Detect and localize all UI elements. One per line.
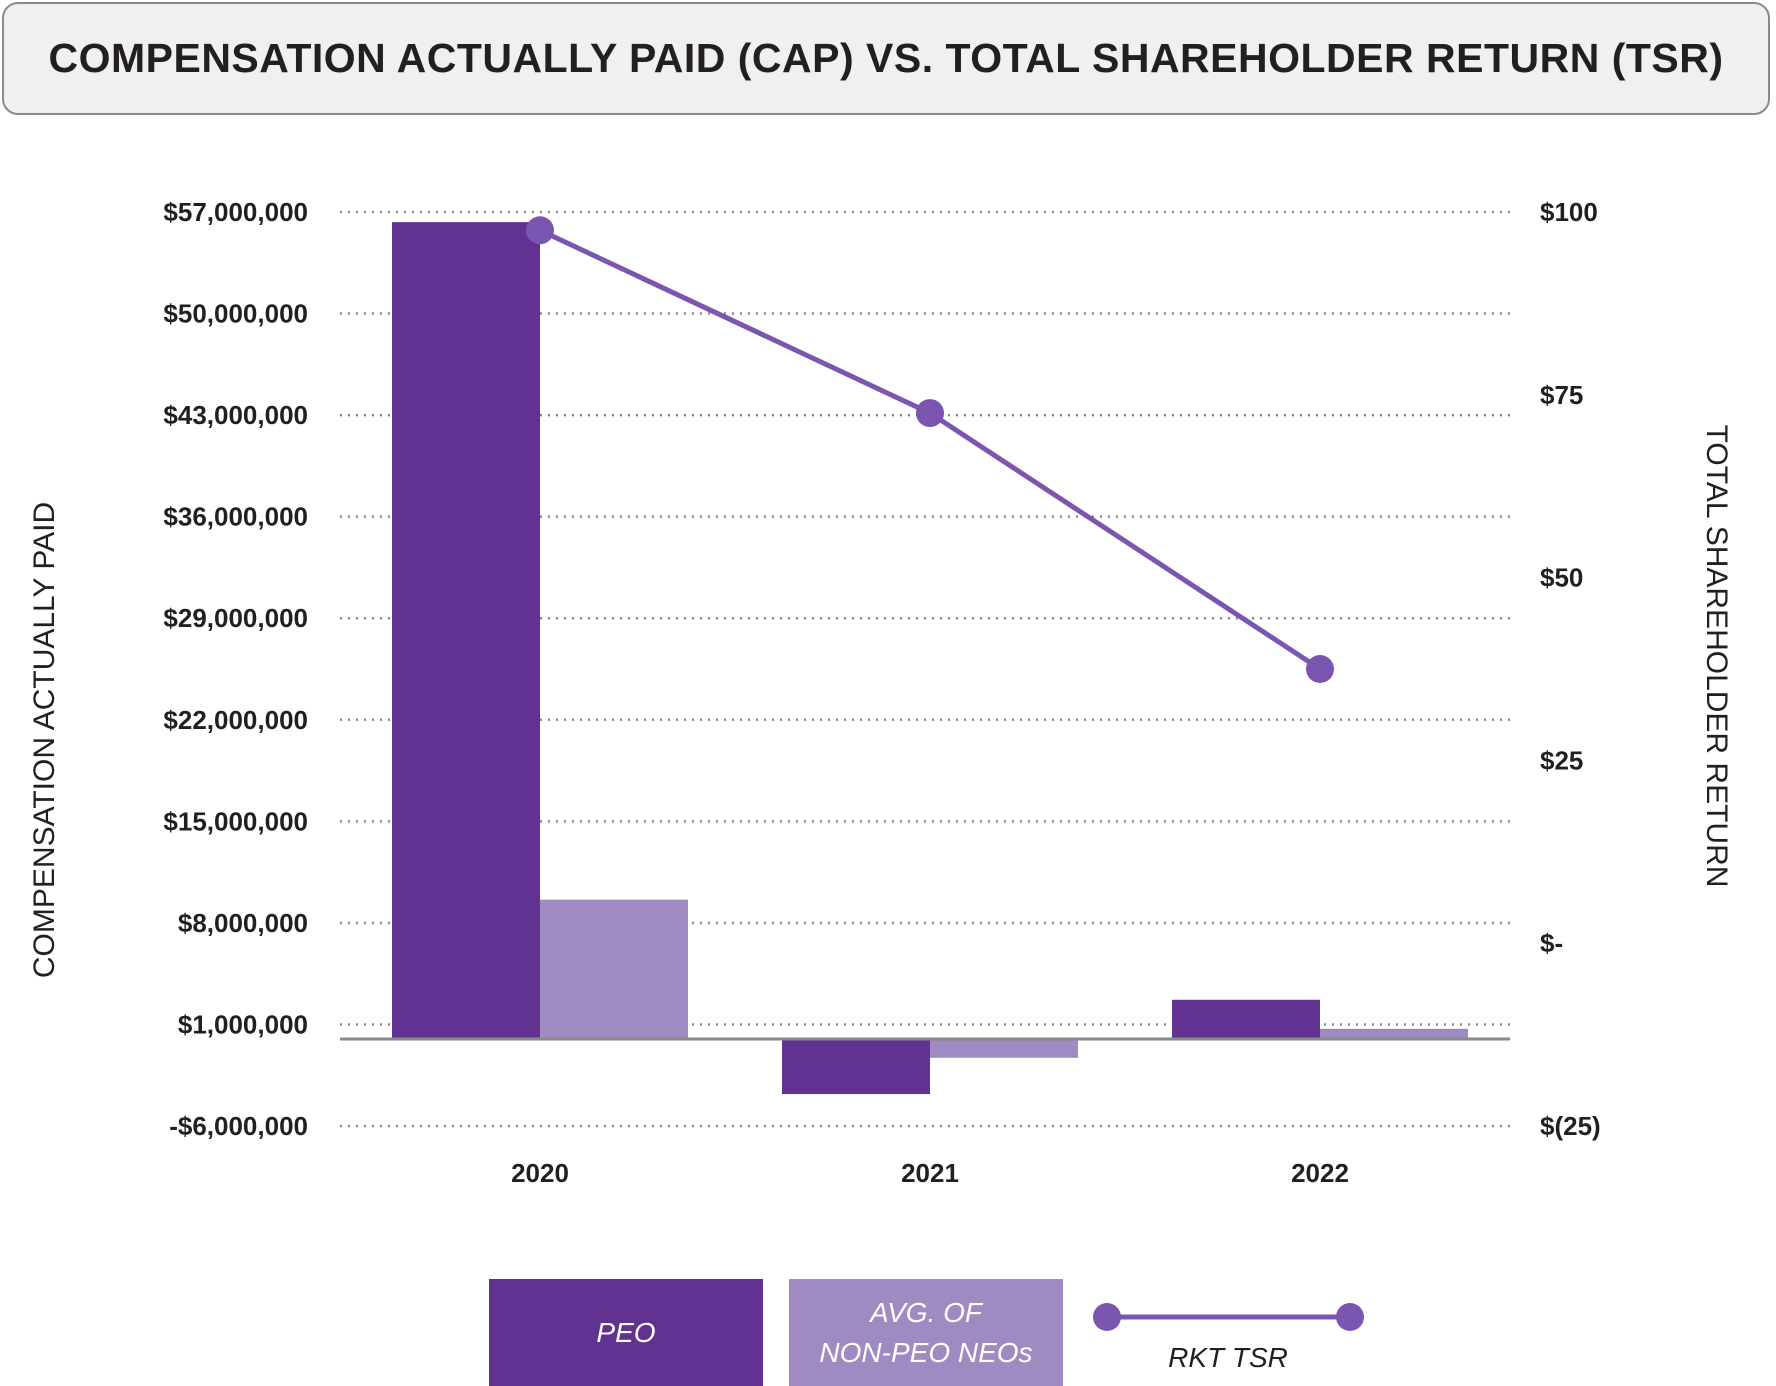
legend: PEO AVG. OF NON-PEO NEOs RKT TSR (489, 1279, 1364, 1386)
bar-neo-2022 (1320, 1028, 1468, 1039)
legend-peo-label: PEO (596, 1317, 655, 1348)
bars (392, 222, 1468, 1095)
title-banner: COMPENSATION ACTUALLY PAID (CAP) VS. TOT… (2, 2, 1770, 115)
tsr-line-series (526, 216, 1334, 683)
left-tick-label: -$6,000,000 (169, 1111, 308, 1141)
bar-neo-2021 (930, 1038, 1078, 1058)
tsr-line (538, 228, 1322, 672)
left-tick-label: $43,000,000 (163, 400, 308, 430)
right-tick-label: $50 (1540, 563, 1583, 593)
legend-tsr-marker-right (1336, 1303, 1364, 1331)
legend-tsr-label: RKT TSR (1168, 1342, 1288, 1373)
right-axis-ticks: $100 $75 $50 $25 $- $(25) (1540, 197, 1601, 1141)
left-tick-label: $22,000,000 (163, 705, 308, 735)
tsr-point-2021 (916, 399, 944, 428)
left-tick-label: $1,000,000 (178, 1009, 308, 1039)
x-axis-categories: 2020 2021 2022 (511, 1158, 1349, 1188)
left-tick-label: $57,000,000 (163, 197, 308, 227)
tsr-point-2020 (526, 216, 554, 245)
legend-neo-label-line2: NON-PEO NEOs (819, 1337, 1032, 1368)
right-tick-label: $25 (1540, 745, 1583, 775)
legend-neo-swatch (789, 1279, 1063, 1386)
right-tick-label: $100 (1540, 197, 1598, 227)
bar-peo-2020 (392, 222, 540, 1039)
category-label: 2020 (511, 1158, 569, 1188)
left-tick-label: $15,000,000 (163, 806, 308, 836)
bar-peo-2021 (782, 1038, 930, 1095)
left-tick-label: $50,000,000 (163, 299, 308, 329)
left-axis-title: COMPENSATION ACTUALLY PAID (28, 502, 61, 978)
left-tick-label: $8,000,000 (178, 908, 308, 938)
left-axis-ticks: $57,000,000 $50,000,000 $43,000,000 $36,000… (163, 197, 308, 1141)
bar-peo-2022 (1172, 999, 1320, 1039)
right-tick-label: $- (1540, 928, 1563, 958)
legend-tsr-marker-left (1093, 1303, 1121, 1331)
category-label: 2022 (1291, 1158, 1349, 1188)
chart-title: COMPENSATION ACTUALLY PAID (CAP) VS. TOT… (48, 35, 1724, 81)
right-tick-label: $(25) (1540, 1111, 1601, 1141)
right-tick-label: $75 (1540, 380, 1583, 410)
bar-neo-2020 (540, 899, 688, 1039)
legend-neo-label-line1: AVG. OF (868, 1297, 984, 1328)
legend-peo-swatch (489, 1279, 763, 1386)
left-tick-label: $36,000,000 (163, 502, 308, 532)
left-tick-label: $29,000,000 (163, 603, 308, 633)
category-label: 2021 (901, 1158, 959, 1188)
tsr-point-2022 (1306, 655, 1334, 683)
right-axis-title: TOTAL SHAREHOLDER RETURN (1700, 425, 1733, 888)
